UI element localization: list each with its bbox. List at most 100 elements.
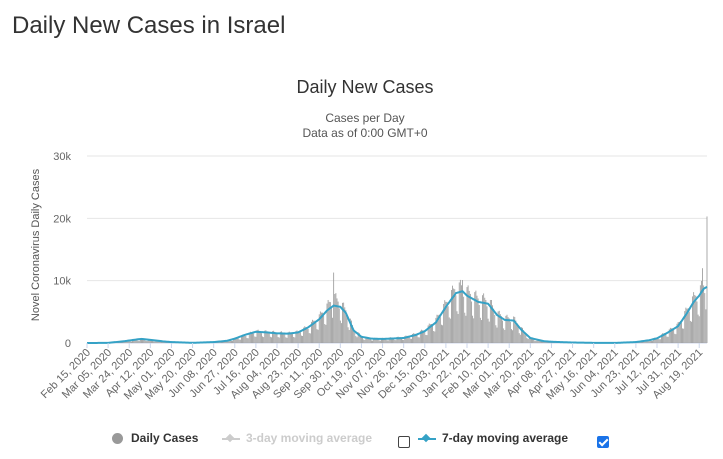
chart-data-timestamp: Data as of 0:00 GMT+0 [302, 126, 428, 140]
bar [311, 321, 312, 343]
bar [379, 340, 381, 343]
bar [328, 301, 330, 343]
bar [399, 337, 401, 343]
legend-ma3[interactable]: 3-day moving average [222, 431, 372, 445]
bar [693, 292, 695, 343]
bar [159, 341, 161, 343]
bar [134, 339, 136, 343]
bar [262, 336, 263, 343]
bar [496, 327, 498, 343]
bar [133, 339, 135, 343]
bar [417, 337, 419, 343]
bar [661, 334, 662, 343]
bar [449, 318, 451, 343]
bar [414, 333, 416, 343]
bar [405, 335, 407, 343]
bar [126, 340, 128, 343]
gridlines [87, 155, 707, 344]
bar [653, 338, 655, 343]
bar [535, 340, 537, 343]
bar [446, 301, 448, 343]
page-title: Daily New Cases in Israel [12, 12, 286, 39]
bar [685, 307, 687, 343]
bar [364, 339, 366, 343]
bar [526, 338, 528, 343]
bar [408, 336, 410, 343]
bar [323, 315, 325, 343]
bar [256, 330, 258, 343]
chart-subtitle: Cases per Day [325, 111, 405, 125]
bar [314, 320, 316, 343]
bar [253, 333, 255, 343]
bar [691, 321, 692, 343]
bar [127, 340, 129, 343]
bar [282, 332, 283, 343]
bar [471, 301, 472, 343]
bar [357, 332, 359, 343]
bar [475, 290, 477, 343]
bar [506, 314, 508, 343]
legend-ma7-label: 7-day moving average [442, 431, 569, 445]
bar [332, 317, 333, 343]
bar [654, 337, 656, 343]
bar [248, 332, 250, 343]
bar [378, 340, 380, 343]
bar [336, 298, 338, 343]
bar [489, 299, 491, 343]
bar [343, 302, 345, 343]
bar [329, 302, 331, 343]
bar [278, 337, 280, 343]
y-axis-ticks: 0 10k 20k 30k [53, 151, 71, 350]
bar [298, 331, 300, 343]
bar [265, 330, 267, 343]
legend-ma7[interactable]: 7-day moving average [418, 431, 568, 445]
bar [684, 311, 686, 343]
ma7-checkbox[interactable] [597, 436, 609, 448]
ma3-checkbox[interactable] [398, 436, 410, 448]
bar [252, 332, 253, 343]
bar [518, 333, 520, 343]
legend-daily-cases[interactable]: Daily Cases [112, 431, 198, 445]
bar [161, 341, 162, 343]
bar [342, 302, 343, 343]
bar [482, 295, 483, 343]
bar [525, 334, 527, 343]
bar [507, 317, 509, 343]
bar [473, 318, 475, 343]
bar [393, 338, 395, 343]
bar [476, 295, 478, 343]
bar [656, 337, 658, 343]
bar [537, 339, 539, 343]
bar [541, 340, 542, 343]
bar [424, 331, 426, 343]
y-tick-label: 20k [53, 213, 71, 225]
bar [355, 336, 357, 343]
bar [309, 333, 311, 343]
bar [532, 338, 533, 343]
bar [436, 314, 438, 343]
bar [145, 340, 147, 343]
bar [264, 330, 266, 343]
bar [658, 339, 660, 343]
bar [152, 340, 153, 343]
bar [374, 337, 376, 343]
bar [649, 339, 651, 343]
bar [487, 318, 489, 343]
bar [123, 342, 125, 343]
bar [398, 337, 400, 343]
bar [369, 338, 371, 343]
bar [244, 335, 246, 343]
bar [361, 336, 362, 343]
bar [331, 306, 332, 343]
bar [362, 337, 363, 343]
bar [681, 322, 682, 343]
bar [132, 339, 133, 343]
bar [289, 332, 291, 343]
bar [524, 332, 526, 343]
bar [419, 330, 421, 343]
bar [263, 337, 265, 343]
bar [286, 337, 288, 343]
bar [469, 293, 471, 343]
bar [155, 340, 157, 343]
bar [301, 335, 302, 343]
